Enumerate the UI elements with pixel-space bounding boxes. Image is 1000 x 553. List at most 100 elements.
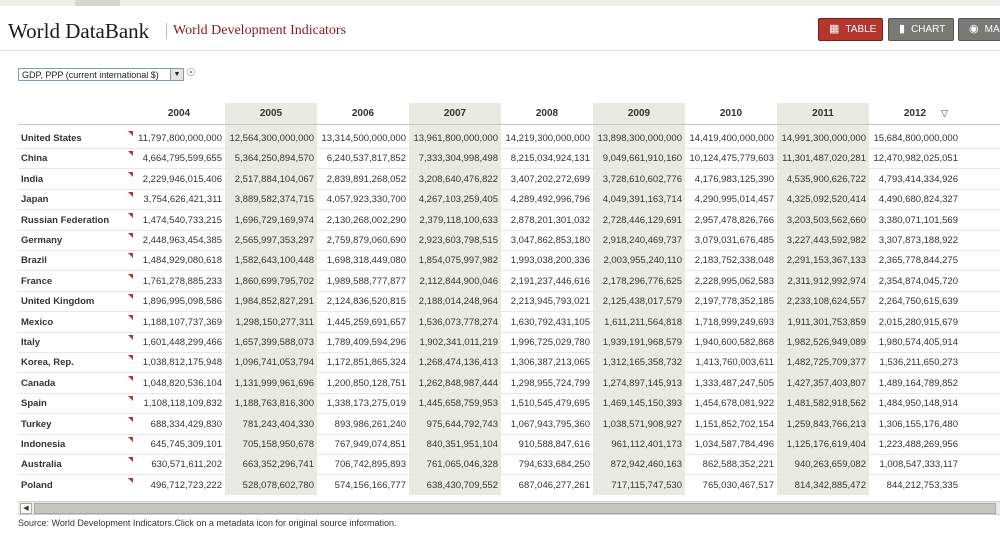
table-view-label: TABLE xyxy=(845,24,877,35)
value-cell: 13,898,300,000,000 xyxy=(597,133,682,144)
metadata-flag-icon[interactable] xyxy=(128,212,133,218)
row-divider xyxy=(18,311,1000,313)
value-cell: 767,949,074,851 xyxy=(334,439,406,450)
value-cell: 630,571,611,202 xyxy=(151,459,222,471)
value-cell: 1,469,145,150,393 xyxy=(602,398,682,410)
year-header-2012[interactable]: 2012 xyxy=(903,108,927,119)
metadata-eye-icon[interactable]: ☉ xyxy=(186,67,196,79)
metadata-flag-icon[interactable] xyxy=(128,477,133,483)
series-select[interactable]: GDP, PPP (current international $) ▼ xyxy=(18,68,184,81)
metadata-flag-icon[interactable] xyxy=(128,396,133,402)
table-row: Indonesia 645,745,309,101 705,158,950,678 7… xyxy=(18,435,1000,455)
table-row: China 4,664,795,599,655 5,364,250,894,570 6… xyxy=(18,149,1000,170)
country-name: Korea, Rep. xyxy=(21,357,74,369)
metadata-flag-icon[interactable] xyxy=(128,131,133,136)
metadata-flag-icon[interactable] xyxy=(128,335,133,340)
value-cell: 4,535,900,626,722 xyxy=(786,173,866,185)
value-cell: 1,125,176,619,404 xyxy=(786,439,866,450)
scroll-left-icon[interactable]: ◀ xyxy=(20,503,32,514)
value-cell: 1,200,850,128,751 xyxy=(326,377,406,389)
active-top-tab[interactable] xyxy=(75,0,120,6)
chart-view-button[interactable]: ▮ CHART xyxy=(888,18,954,41)
value-cell: 844,212,753,335 xyxy=(886,479,958,491)
value-cell: 1,188,763,816,300 xyxy=(234,398,314,410)
table-icon: ▦ xyxy=(829,23,840,35)
sort-triangle-icon[interactable]: ▽ xyxy=(941,108,948,118)
value-cell: 893,986,261,240 xyxy=(334,418,406,430)
value-cell: 1,980,574,405,914 xyxy=(878,337,958,348)
value-cell: 1,298,150,277,311 xyxy=(235,316,314,328)
metadata-flag-icon[interactable] xyxy=(128,457,133,463)
scrollbar-thumb[interactable] xyxy=(34,503,996,514)
row-divider xyxy=(18,290,1000,292)
metadata-flag-icon[interactable] xyxy=(128,253,133,259)
table-row: France 1,761,278,885,233 1,860,699,795,702… xyxy=(18,272,1000,292)
country-name: France xyxy=(21,275,53,287)
map-view-button[interactable]: ◉ MA xyxy=(958,18,1000,41)
value-cell: 4,290,995,014,457 xyxy=(694,194,774,206)
metadata-flag-icon[interactable] xyxy=(128,192,133,198)
year-header-2010[interactable]: 2010 xyxy=(719,108,743,119)
metadata-flag-icon[interactable] xyxy=(128,151,133,157)
country-name: Spain xyxy=(21,398,47,410)
metadata-flag-icon[interactable] xyxy=(128,171,133,177)
value-cell: 814,342,885,472 xyxy=(794,479,866,491)
table-row: United States 11,797,800,000,000 12,564,30… xyxy=(18,129,1000,149)
value-cell: 1,038,812,175,948 xyxy=(142,357,222,369)
row-divider xyxy=(18,433,1000,435)
row-divider xyxy=(18,352,1000,353)
value-cell: 8,215,034,924,131 xyxy=(510,153,590,165)
value-cell: 1,761,278,885,233 xyxy=(142,275,222,287)
value-cell: 2,354,874,045,720 xyxy=(878,275,958,287)
value-cell: 1,481,582,918,562 xyxy=(786,398,866,410)
metadata-flag-icon[interactable] xyxy=(128,416,133,422)
value-cell: 1,038,571,908,927 xyxy=(602,418,682,430)
value-cell: 1,333,487,247,505 xyxy=(694,377,774,389)
metadata-flag-icon[interactable] xyxy=(128,437,133,442)
country-name: United States xyxy=(21,133,82,144)
value-cell: 4,793,414,334,926 xyxy=(878,173,958,185)
metadata-flag-icon[interactable] xyxy=(128,375,133,381)
year-header-2005[interactable]: 2005 xyxy=(259,108,283,119)
value-cell: 1,172,851,865,324 xyxy=(326,357,406,369)
value-cell: 1,034,587,784,496 xyxy=(694,439,774,450)
metadata-flag-icon[interactable] xyxy=(128,273,133,279)
value-cell: 3,227,443,592,982 xyxy=(786,235,866,246)
value-cell: 1,268,474,136,413 xyxy=(418,357,498,369)
value-cell: 975,644,792,743 xyxy=(426,418,498,430)
horizontal-scrollbar[interactable]: ◀ xyxy=(18,501,1000,515)
value-cell: 1,696,729,169,974 xyxy=(234,214,314,226)
row-divider xyxy=(18,229,1000,231)
table-view-button[interactable]: ▦ TABLE xyxy=(818,18,883,41)
year-header-2006[interactable]: 2006 xyxy=(351,108,375,119)
value-cell: 14,419,400,000,000 xyxy=(689,133,774,144)
header: World DataBank World Development Indicat… xyxy=(0,6,1000,51)
year-header-2009[interactable]: 2009 xyxy=(627,108,651,119)
country-name: Japan xyxy=(21,194,49,206)
country-name: China xyxy=(21,153,48,165)
metadata-flag-icon[interactable] xyxy=(128,355,133,361)
globe-icon: ◉ xyxy=(969,23,979,35)
metadata-flag-icon[interactable] xyxy=(128,294,133,300)
table-row: Mexico 1,188,107,737,369 1,298,150,277,311… xyxy=(18,313,1000,333)
value-cell: 3,208,640,476,822 xyxy=(418,173,498,185)
table-header-row: 2004 2005 2006 2007 2008 2009 2010 2011 2012 xyxy=(18,103,1000,125)
value-cell: 1,454,678,081,922 xyxy=(694,398,774,410)
year-header-2011[interactable]: 2011 xyxy=(812,108,834,119)
metadata-flag-icon[interactable] xyxy=(128,314,133,320)
value-cell: 2,112,844,900,046 xyxy=(419,275,498,287)
year-header-2007[interactable]: 2007 xyxy=(443,108,467,119)
table-row: Italy 1,601,448,299,466 1,657,399,588,073 1… xyxy=(18,333,1000,353)
value-cell: 765,030,467,517 xyxy=(702,479,774,491)
chart-view-label: CHART xyxy=(911,24,946,35)
value-cell: 2,125,438,017,579 xyxy=(602,296,682,308)
row-divider xyxy=(18,188,1000,190)
value-cell: 6,240,537,817,852 xyxy=(326,153,406,165)
series-select-value: GDP, PPP (current international $) xyxy=(22,70,159,80)
world-databank-logo[interactable]: World DataBank xyxy=(8,19,150,43)
metadata-flag-icon[interactable] xyxy=(128,233,133,238)
year-header-2008[interactable]: 2008 xyxy=(535,108,559,119)
chevron-down-icon[interactable]: ▼ xyxy=(170,69,183,80)
value-cell: 2,957,478,826,766 xyxy=(694,214,774,226)
year-header-2004[interactable]: 2004 xyxy=(167,108,191,119)
